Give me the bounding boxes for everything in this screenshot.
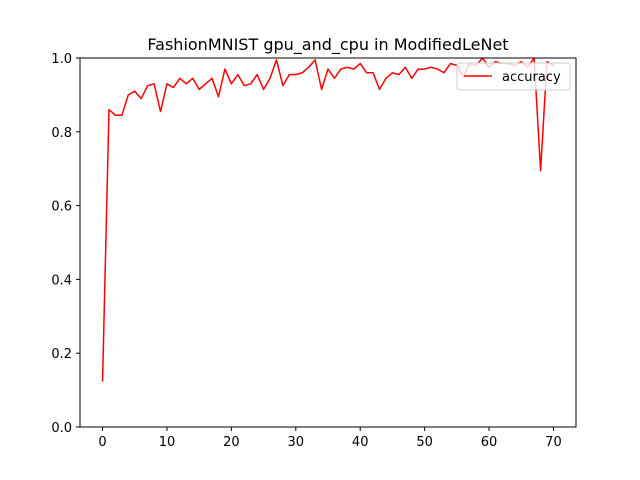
x-tick-label: 20 <box>223 435 240 450</box>
legend-label-accuracy: accuracy <box>502 70 561 85</box>
x-tick-label: 50 <box>416 435 433 450</box>
y-tick-label: 0.4 <box>51 273 72 288</box>
chart-title: FashionMNIST gpu_and_cpu in ModifiedLeNe… <box>147 35 508 55</box>
x-tick-label: 40 <box>352 435 369 450</box>
y-tick-label: 0.2 <box>51 347 72 362</box>
axes-frame <box>79 57 577 428</box>
x-tick-label: 60 <box>481 435 498 450</box>
x-tick-label: 70 <box>545 435 562 450</box>
y-tick-label: 0.0 <box>51 421 72 436</box>
plot-area: 0 10 20 30 40 50 60 70 0.0 0.2 0.4 0.6 0.8 1.0 <box>51 52 577 450</box>
y-tick-label: 0.8 <box>51 126 72 141</box>
legend-box <box>456 62 571 91</box>
x-tick-label: 0 <box>98 435 106 450</box>
y-tick-label: 0.6 <box>51 200 72 215</box>
y-tick-label: 1.0 <box>51 52 72 67</box>
x-tick-label: 30 <box>288 435 305 450</box>
x-tick-label: 10 <box>159 435 176 450</box>
legend: accuracy <box>456 62 571 91</box>
